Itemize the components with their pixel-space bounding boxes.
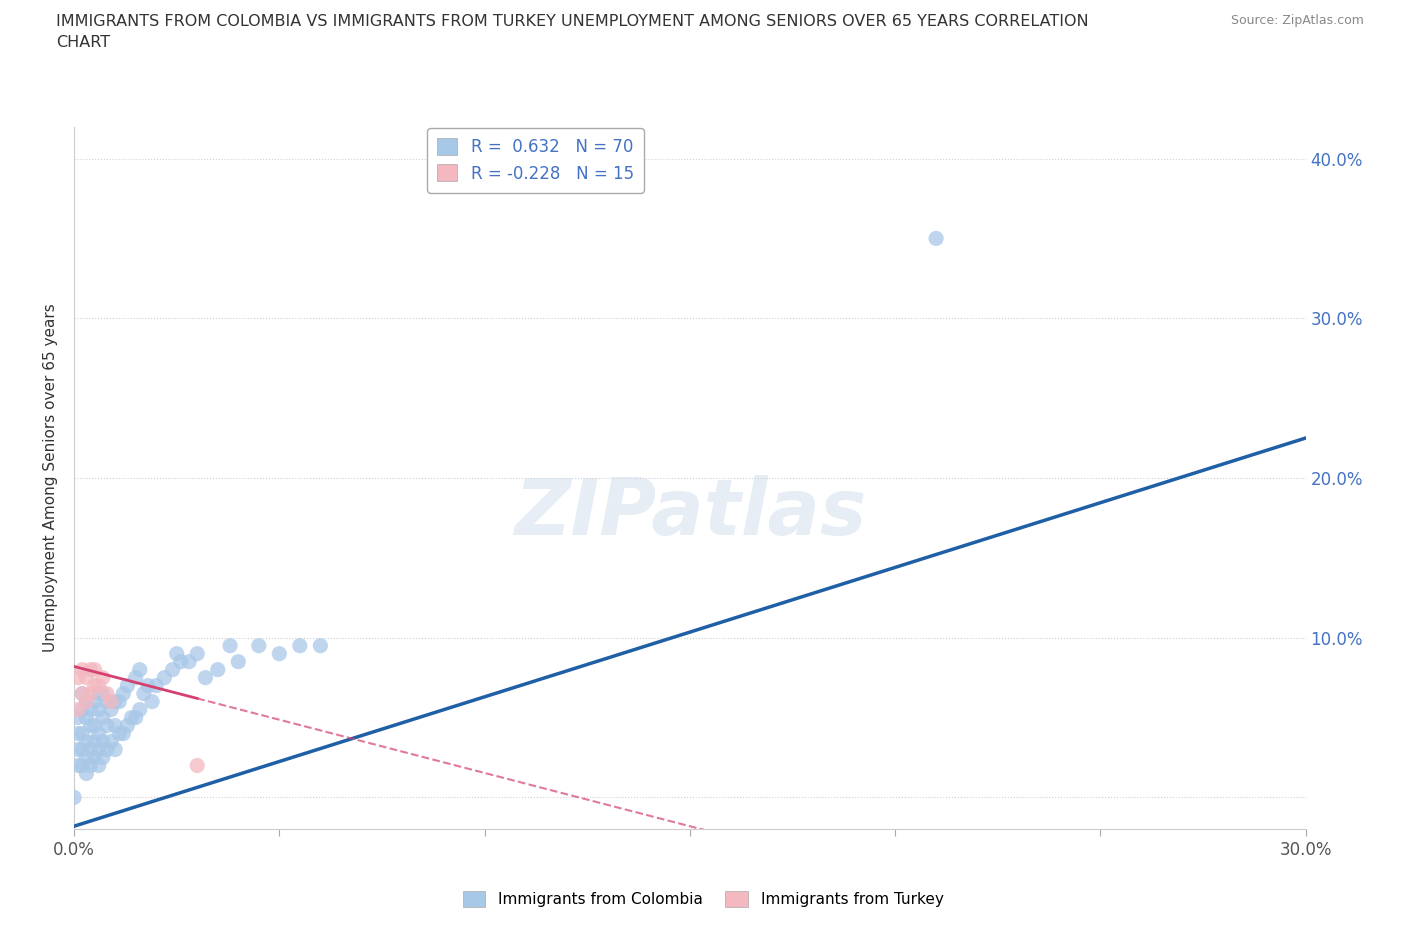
Point: [79, 702, 101, 717]
Point: [79, 662, 101, 677]
Point: [96, 686, 118, 701]
Point: [87, 702, 110, 717]
Point: [91, 671, 114, 685]
Point: [104, 718, 127, 733]
Point: [72, 758, 94, 773]
Point: [79, 686, 101, 701]
Point: [75, 766, 97, 781]
Point: [91, 734, 114, 749]
Point: [91, 751, 114, 765]
Point: [67, 671, 90, 685]
Point: [100, 734, 122, 749]
Point: [104, 742, 127, 757]
Y-axis label: Unemployment Among Seniors over 65 years: Unemployment Among Seniors over 65 years: [44, 303, 58, 652]
Point: [72, 702, 94, 717]
Point: [117, 718, 139, 733]
Point: [207, 662, 229, 677]
Point: [87, 758, 110, 773]
Point: [269, 646, 291, 661]
Point: [226, 654, 249, 669]
Point: [100, 702, 122, 717]
Point: [145, 678, 167, 693]
Point: [124, 671, 146, 685]
Point: [75, 734, 97, 749]
Point: [925, 231, 948, 246]
Point: [72, 726, 94, 741]
Point: [72, 662, 94, 677]
Point: [166, 646, 188, 661]
Point: [72, 742, 94, 757]
Point: [141, 694, 163, 709]
Point: [87, 742, 110, 757]
Point: [100, 694, 122, 709]
Point: [83, 734, 105, 749]
Legend: R =  0.632   N = 70, R = -0.228   N = 15: R = 0.632 N = 70, R = -0.228 N = 15: [427, 128, 644, 193]
Point: [75, 711, 97, 725]
Point: [75, 694, 97, 709]
Point: [104, 694, 127, 709]
Point: [72, 686, 94, 701]
Point: [219, 638, 242, 653]
Point: [112, 726, 135, 741]
Point: [67, 758, 90, 773]
Point: [136, 678, 159, 693]
Legend: Immigrants from Colombia, Immigrants from Turkey: Immigrants from Colombia, Immigrants fro…: [457, 884, 949, 913]
Point: [288, 638, 311, 653]
Point: [83, 751, 105, 765]
Text: ZIPatlas: ZIPatlas: [513, 475, 866, 551]
Text: Source: ZipAtlas.com: Source: ZipAtlas.com: [1230, 14, 1364, 27]
Point: [75, 751, 97, 765]
Point: [75, 671, 97, 685]
Point: [83, 694, 105, 709]
Point: [96, 742, 118, 757]
Point: [91, 711, 114, 725]
Point: [108, 726, 131, 741]
Point: [194, 671, 217, 685]
Point: [63, 790, 86, 804]
Point: [87, 686, 110, 701]
Point: [67, 726, 90, 741]
Point: [67, 742, 90, 757]
Point: [128, 662, 150, 677]
Point: [87, 726, 110, 741]
Point: [83, 662, 105, 677]
Point: [309, 638, 332, 653]
Point: [170, 654, 193, 669]
Point: [186, 758, 208, 773]
Point: [162, 662, 184, 677]
Point: [67, 702, 90, 717]
Point: [121, 711, 143, 725]
Point: [186, 646, 208, 661]
Point: [124, 711, 146, 725]
Point: [117, 678, 139, 693]
Point: [112, 686, 135, 701]
Point: [87, 678, 110, 693]
Point: [108, 694, 131, 709]
Point: [83, 678, 105, 693]
Point: [96, 718, 118, 733]
Point: [67, 711, 90, 725]
Point: [96, 694, 118, 709]
Point: [132, 686, 155, 701]
Point: [79, 758, 101, 773]
Point: [153, 671, 176, 685]
Point: [79, 742, 101, 757]
Point: [91, 686, 114, 701]
Point: [75, 694, 97, 709]
Point: [72, 686, 94, 701]
Point: [177, 654, 200, 669]
Point: [79, 718, 101, 733]
Text: IMMIGRANTS FROM COLOMBIA VS IMMIGRANTS FROM TURKEY UNEMPLOYMENT AMONG SENIORS OV: IMMIGRANTS FROM COLOMBIA VS IMMIGRANTS F…: [56, 14, 1088, 50]
Point: [83, 718, 105, 733]
Point: [247, 638, 270, 653]
Point: [128, 702, 150, 717]
